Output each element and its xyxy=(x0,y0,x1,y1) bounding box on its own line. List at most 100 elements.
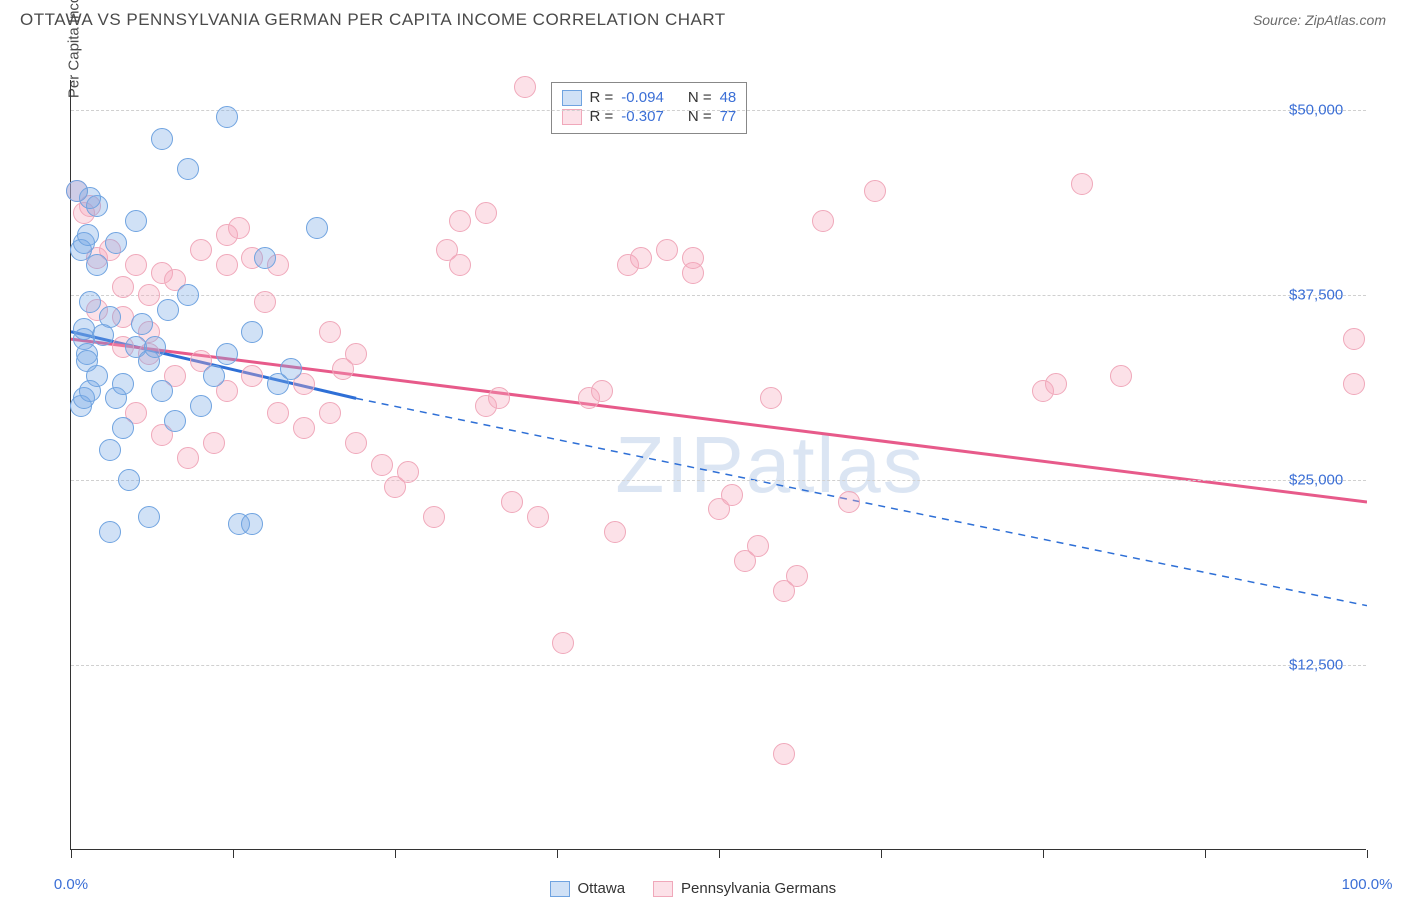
data-point-ottawa xyxy=(306,217,328,239)
data-point-ottawa xyxy=(203,365,225,387)
data-point-penn xyxy=(514,76,536,98)
data-point-penn xyxy=(591,380,613,402)
data-point-penn xyxy=(345,432,367,454)
ottawa-n-value: 48 xyxy=(720,89,737,106)
trendlines-layer xyxy=(71,80,1367,850)
y-tick-label: $37,500 xyxy=(1289,286,1343,303)
data-point-penn xyxy=(1110,365,1132,387)
data-point-penn xyxy=(475,202,497,224)
data-point-penn xyxy=(1343,328,1365,350)
ottawa-swatch-icon xyxy=(550,881,570,897)
y-tick-label: $50,000 xyxy=(1289,101,1343,118)
data-point-penn xyxy=(449,254,471,276)
data-point-ottawa xyxy=(77,224,99,246)
data-point-penn xyxy=(656,239,678,261)
data-point-ottawa xyxy=(144,336,166,358)
data-point-penn xyxy=(371,454,393,476)
data-point-ottawa xyxy=(99,521,121,543)
data-point-penn xyxy=(630,247,652,269)
gridline xyxy=(71,480,1366,481)
data-point-penn xyxy=(604,521,626,543)
data-point-penn xyxy=(760,387,782,409)
x-tick-label: 100.0% xyxy=(1342,876,1393,893)
data-point-penn xyxy=(319,321,341,343)
data-point-penn xyxy=(293,417,315,439)
x-tick xyxy=(719,850,720,858)
data-point-ottawa xyxy=(164,410,186,432)
penn-swatch-icon xyxy=(562,109,582,125)
legend-label-ottawa: Ottawa xyxy=(578,880,626,897)
legend-item-penn: Pennsylvania Germans xyxy=(653,880,836,897)
watermark-text: ZIPatlas xyxy=(615,419,924,511)
correlation-stats-box: R = -0.094 N = 48 R = -0.307 N = 77 xyxy=(551,82,748,134)
data-point-penn xyxy=(812,210,834,232)
data-point-ottawa xyxy=(118,469,140,491)
data-point-penn xyxy=(241,365,263,387)
data-point-penn xyxy=(423,506,445,528)
data-point-penn xyxy=(138,284,160,306)
data-point-ottawa xyxy=(241,321,263,343)
data-point-penn xyxy=(864,180,886,202)
y-tick-label: $25,000 xyxy=(1289,471,1343,488)
data-point-ottawa xyxy=(138,506,160,528)
data-point-penn xyxy=(228,217,250,239)
x-tick xyxy=(233,850,234,858)
data-point-ottawa xyxy=(216,343,238,365)
data-point-ottawa xyxy=(125,210,147,232)
legend-item-ottawa: Ottawa xyxy=(550,880,626,897)
data-point-penn xyxy=(112,276,134,298)
y-tick-label: $12,500 xyxy=(1289,656,1343,673)
data-point-ottawa xyxy=(151,128,173,150)
data-point-penn xyxy=(177,447,199,469)
ottawa-swatch-icon xyxy=(562,90,582,106)
source-label: Source: xyxy=(1253,12,1305,28)
penn-swatch-icon xyxy=(653,881,673,897)
data-point-penn xyxy=(254,291,276,313)
legend-label-penn: Pennsylvania Germans xyxy=(681,880,836,897)
data-point-penn xyxy=(682,247,704,269)
scatter-plot: ZIPatlas R = -0.094 N = 48 R = -0.307 N … xyxy=(70,80,1366,850)
data-point-ottawa xyxy=(131,313,153,335)
data-point-penn xyxy=(488,387,510,409)
data-point-ottawa xyxy=(99,439,121,461)
data-point-penn xyxy=(1343,373,1365,395)
x-tick xyxy=(1205,850,1206,858)
x-tick xyxy=(1367,850,1368,858)
data-point-penn xyxy=(721,484,743,506)
data-point-penn xyxy=(216,254,238,276)
series-legend: Ottawa Pennsylvania Germans xyxy=(550,880,837,897)
n-label: N = xyxy=(688,89,712,106)
data-point-penn xyxy=(267,402,289,424)
data-point-ottawa xyxy=(280,358,302,380)
gridline xyxy=(71,665,1366,666)
data-point-penn xyxy=(1045,373,1067,395)
data-point-ottawa xyxy=(99,306,121,328)
data-point-penn xyxy=(747,535,769,557)
gridline xyxy=(71,110,1366,111)
data-point-ottawa xyxy=(177,284,199,306)
chart-header: OTTAWA VS PENNSYLVANIA GERMAN PER CAPITA… xyxy=(0,0,1406,36)
data-point-ottawa xyxy=(79,291,101,313)
data-point-ottawa xyxy=(112,417,134,439)
data-point-penn xyxy=(552,632,574,654)
data-point-penn xyxy=(125,254,147,276)
data-point-ottawa xyxy=(151,380,173,402)
ottawa-r-value: -0.094 xyxy=(621,89,664,106)
data-point-ottawa xyxy=(66,180,88,202)
chart-title: OTTAWA VS PENNSYLVANIA GERMAN PER CAPITA… xyxy=(20,10,726,30)
stats-row-ottawa: R = -0.094 N = 48 xyxy=(562,89,737,106)
x-tick xyxy=(881,850,882,858)
data-point-penn xyxy=(345,343,367,365)
data-point-penn xyxy=(838,491,860,513)
source-name: ZipAtlas.com xyxy=(1305,12,1386,28)
x-tick-label: 0.0% xyxy=(54,876,88,893)
data-point-ottawa xyxy=(190,395,212,417)
x-tick xyxy=(395,850,396,858)
data-point-ottawa xyxy=(105,232,127,254)
data-point-penn xyxy=(786,565,808,587)
data-point-penn xyxy=(319,402,341,424)
x-tick xyxy=(557,850,558,858)
data-point-ottawa xyxy=(76,350,98,372)
data-point-penn xyxy=(203,432,225,454)
data-point-penn xyxy=(501,491,523,513)
